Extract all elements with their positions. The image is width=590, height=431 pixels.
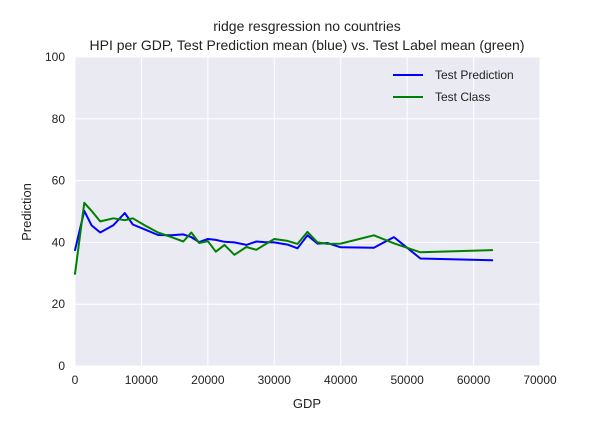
x-tick-label: 50000: [390, 373, 424, 387]
y-tick-label: 100: [45, 50, 65, 64]
chart-subtitle: HPI per GDP, Test Prediction mean (blue)…: [90, 37, 525, 53]
legend-label: Test Prediction: [435, 68, 514, 82]
legend: Test Prediction Test Class: [393, 68, 514, 104]
x-tick-label: 60000: [457, 373, 491, 387]
plot-background: [75, 57, 540, 366]
series-line-test-class: [74, 201, 494, 275]
x-tick-label: 0: [72, 373, 79, 387]
x-tick-label: 40000: [324, 373, 358, 387]
x-tick-label: 10000: [125, 373, 159, 387]
chart-title: ridge resgression no countries: [213, 18, 401, 34]
y-tick-label: 60: [52, 174, 66, 188]
y-tick-label: 40: [52, 235, 66, 249]
plot-area: 0 10000 20000 30000 40000 50000 60000 70000 0 20 4…: [45, 50, 557, 387]
x-tick-label: 20000: [191, 373, 225, 387]
legend-label: Test Class: [435, 90, 490, 104]
y-tick-label: 0: [58, 359, 65, 373]
y-tick-label: 20: [52, 297, 66, 311]
y-tick-label: 80: [52, 112, 66, 126]
x-axis-label: GDP: [293, 396, 321, 411]
x-tick-label: 30000: [258, 373, 292, 387]
y-axis-label: Prediction: [19, 183, 34, 241]
x-tick-label: 70000: [523, 373, 557, 387]
